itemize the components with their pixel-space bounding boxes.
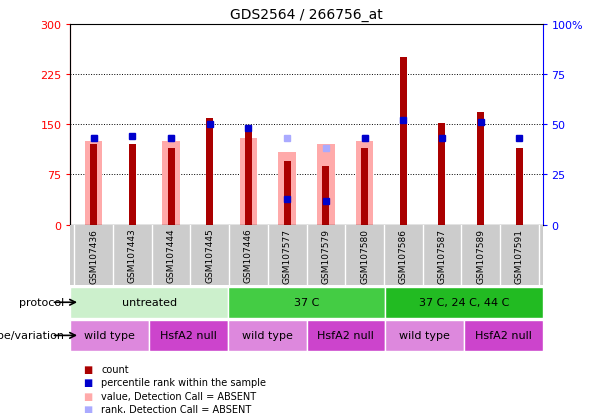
Bar bbox=[464, 320, 543, 351]
Bar bbox=[162, 142, 180, 225]
Text: ■: ■ bbox=[83, 364, 92, 374]
Title: GDS2564 / 266756_at: GDS2564 / 266756_at bbox=[230, 8, 383, 22]
Text: ■: ■ bbox=[83, 391, 92, 401]
Text: GSM107591: GSM107591 bbox=[515, 228, 524, 283]
Bar bbox=[70, 287, 228, 318]
Text: GSM107589: GSM107589 bbox=[476, 228, 485, 283]
Bar bbox=[516, 148, 523, 225]
Text: ■: ■ bbox=[83, 404, 92, 413]
Text: ■: ■ bbox=[83, 377, 92, 387]
Bar bbox=[306, 320, 385, 351]
Text: GSM107579: GSM107579 bbox=[321, 228, 330, 283]
Text: GSM107587: GSM107587 bbox=[438, 228, 446, 283]
Bar bbox=[385, 287, 543, 318]
Text: GSM107446: GSM107446 bbox=[244, 228, 253, 282]
Text: 37 C, 24 C, 44 C: 37 C, 24 C, 44 C bbox=[419, 297, 509, 308]
Bar bbox=[70, 320, 149, 351]
Text: GSM107443: GSM107443 bbox=[128, 228, 137, 282]
Text: HsfA2 null: HsfA2 null bbox=[318, 330, 375, 341]
Text: protocol: protocol bbox=[19, 297, 64, 308]
Text: GSM107586: GSM107586 bbox=[398, 228, 408, 283]
Bar bbox=[284, 161, 291, 225]
Bar bbox=[385, 320, 464, 351]
Bar bbox=[477, 113, 484, 225]
Bar bbox=[228, 320, 306, 351]
Text: wild type: wild type bbox=[399, 330, 450, 341]
Bar bbox=[361, 148, 368, 225]
Text: HsfA2 null: HsfA2 null bbox=[160, 330, 217, 341]
Text: genotype/variation: genotype/variation bbox=[0, 330, 64, 341]
Text: value, Detection Call = ABSENT: value, Detection Call = ABSENT bbox=[101, 391, 256, 401]
Bar bbox=[149, 320, 228, 351]
Bar bbox=[90, 145, 97, 225]
Text: wild type: wild type bbox=[85, 330, 135, 341]
Bar bbox=[228, 287, 385, 318]
Text: GSM107436: GSM107436 bbox=[89, 228, 98, 283]
Bar bbox=[129, 145, 136, 225]
Text: GSM107580: GSM107580 bbox=[360, 228, 369, 283]
Text: GSM107444: GSM107444 bbox=[167, 228, 175, 282]
Bar bbox=[356, 142, 373, 225]
Bar bbox=[322, 166, 329, 225]
Text: wild type: wild type bbox=[242, 330, 292, 341]
Text: count: count bbox=[101, 364, 129, 374]
Text: GSM107445: GSM107445 bbox=[205, 228, 215, 282]
Text: GSM107577: GSM107577 bbox=[283, 228, 292, 283]
Bar bbox=[278, 153, 296, 225]
Bar bbox=[400, 58, 406, 225]
Bar bbox=[245, 128, 252, 225]
Text: untreated: untreated bbox=[121, 297, 177, 308]
Text: 37 C: 37 C bbox=[294, 297, 319, 308]
Text: rank, Detection Call = ABSENT: rank, Detection Call = ABSENT bbox=[101, 404, 251, 413]
Bar bbox=[207, 118, 213, 225]
Text: percentile rank within the sample: percentile rank within the sample bbox=[101, 377, 266, 387]
Bar bbox=[438, 123, 446, 225]
Bar bbox=[167, 148, 175, 225]
Bar bbox=[317, 145, 335, 225]
Bar bbox=[85, 142, 102, 225]
Bar bbox=[240, 138, 257, 225]
Text: HsfA2 null: HsfA2 null bbox=[474, 330, 531, 341]
